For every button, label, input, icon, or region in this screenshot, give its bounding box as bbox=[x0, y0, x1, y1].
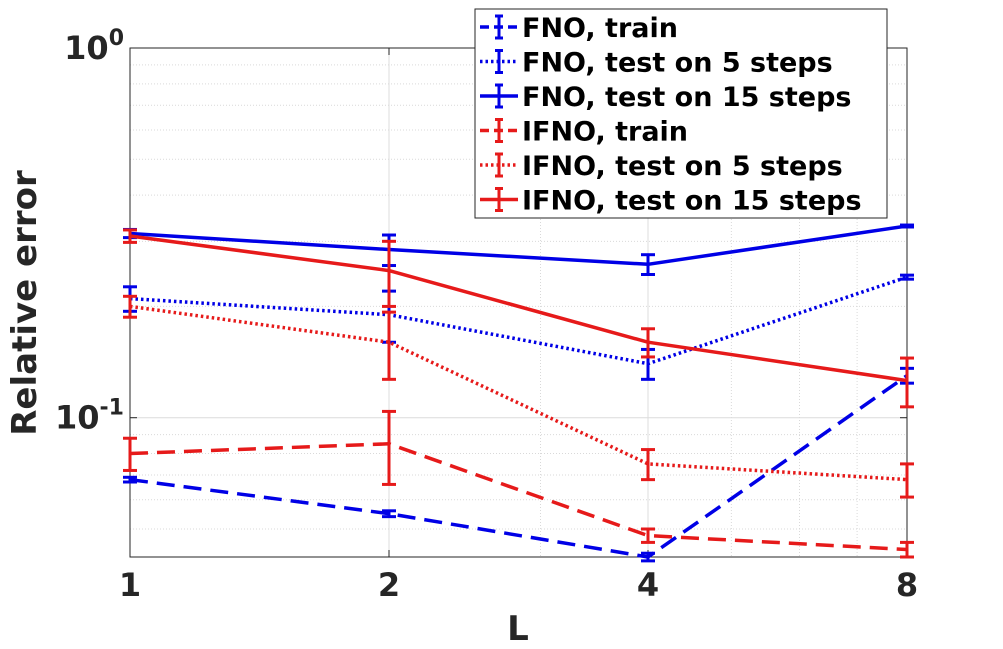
legend-label: FNO, test on 15 steps bbox=[522, 82, 851, 113]
error-bar bbox=[900, 540, 914, 559]
y-axis-label: Relative error bbox=[5, 170, 45, 436]
error-bar bbox=[123, 436, 137, 472]
series-layer bbox=[123, 223, 914, 563]
error-bar bbox=[900, 356, 914, 409]
y-tick-label: 100 bbox=[64, 26, 124, 67]
series-line bbox=[129, 224, 908, 267]
legend-label: FNO, test on 5 steps bbox=[522, 48, 833, 79]
x-tick-label: 4 bbox=[637, 566, 659, 604]
y-tick-labels: 100 10-1 bbox=[55, 26, 124, 437]
error-bar bbox=[641, 551, 655, 563]
error-bar bbox=[641, 448, 655, 482]
error-bar bbox=[641, 327, 655, 359]
legend-item: IFNO, test on 15 steps bbox=[480, 186, 862, 217]
error-bar bbox=[900, 223, 914, 229]
error-bar bbox=[641, 527, 655, 544]
legend-item: FNO, test on 5 steps bbox=[480, 48, 833, 79]
error-bar bbox=[382, 409, 396, 486]
x-tick-label: 8 bbox=[896, 566, 918, 604]
error-bar bbox=[123, 294, 137, 319]
x-axis-label: L bbox=[507, 609, 529, 649]
error-bar bbox=[900, 273, 914, 281]
error-bar bbox=[382, 310, 396, 381]
legend-item: IFNO, train bbox=[480, 117, 688, 148]
error-bar bbox=[123, 475, 137, 484]
legend-item: FNO, train bbox=[480, 13, 678, 44]
legend-label: FNO, train bbox=[522, 13, 678, 44]
series-line bbox=[129, 234, 908, 383]
legend-item: FNO, test on 15 steps bbox=[480, 82, 851, 113]
legend-box bbox=[474, 8, 888, 219]
legend-label: IFNO, test on 15 steps bbox=[522, 186, 862, 217]
error-bar bbox=[382, 239, 396, 308]
series-line bbox=[129, 374, 909, 559]
series-ifno-test-on-5-steps bbox=[123, 294, 914, 499]
legend-label: IFNO, train bbox=[522, 117, 688, 148]
error-bar bbox=[123, 228, 137, 244]
x-tick-label: 1 bbox=[119, 566, 141, 604]
series-line bbox=[129, 442, 908, 552]
series-ifno-test-on-15-steps bbox=[123, 228, 914, 409]
x-tick-labels: 1 2 4 8 bbox=[119, 566, 918, 604]
series-line bbox=[129, 275, 908, 366]
error-bar bbox=[900, 462, 914, 499]
legend-item: IFNO, test on 5 steps bbox=[480, 151, 843, 182]
legend-label: IFNO, test on 5 steps bbox=[522, 151, 843, 182]
series-line bbox=[129, 304, 908, 482]
y-tick-label: 10-1 bbox=[55, 396, 124, 437]
series-ifno-train bbox=[123, 409, 914, 559]
error-bar bbox=[382, 509, 396, 519]
x-tick-label: 2 bbox=[378, 566, 400, 604]
error-bar bbox=[641, 253, 655, 276]
